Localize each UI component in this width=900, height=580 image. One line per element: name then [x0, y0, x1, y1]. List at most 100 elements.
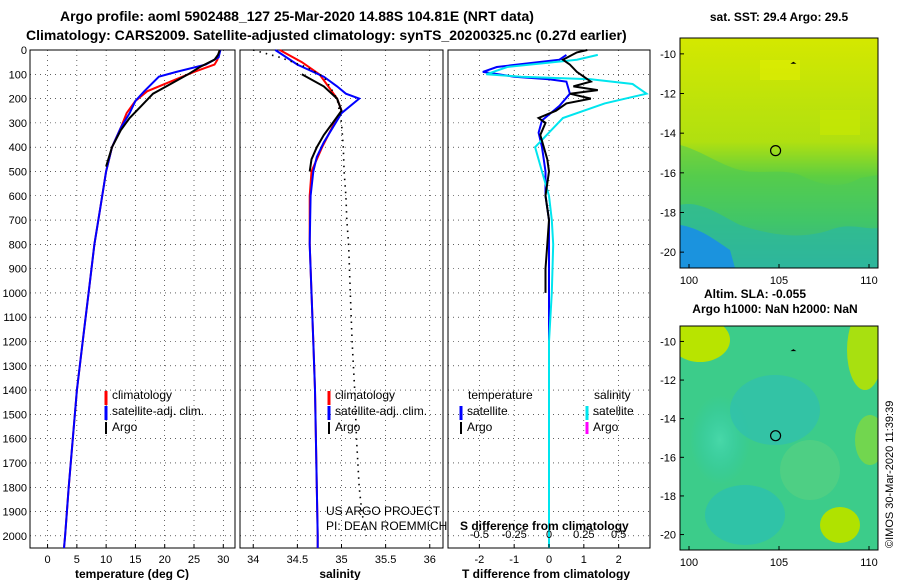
- x2-tick-label: 0: [546, 529, 552, 541]
- pressure-tick-label: 600: [9, 191, 27, 203]
- pressure-tick-label: 100: [9, 69, 27, 81]
- title-line-1: Argo profile: aoml 5902488_127 25-Mar-20…: [60, 8, 534, 24]
- x-tick-label: 0: [45, 554, 51, 566]
- x-tick-label: 25: [188, 554, 200, 566]
- x-tick-label: 30: [217, 554, 229, 566]
- difference-legend: temperature salinity satellite Argo sate…: [459, 388, 634, 434]
- series-line: [105, 49, 221, 167]
- pressure-tick-label: 1200: [3, 337, 27, 349]
- sla-x-ticks: 100 105 110: [680, 546, 878, 569]
- salinity-x-ticks: 34 34.5 35 35.5 36: [247, 544, 436, 566]
- project-annotation: US ARGO PROJECT: [326, 504, 441, 518]
- series-line: [252, 49, 367, 537]
- map-x-tick-label: 105: [770, 275, 788, 287]
- x-tick-label: 0: [546, 554, 552, 566]
- pressure-tick-label: 1600: [3, 434, 27, 446]
- x-tick-label: 10: [100, 554, 112, 566]
- sst-map: sat. SST: 29.4 Argo: 29.5 100 105 110 -10-…: [660, 10, 879, 287]
- pressure-tick-label: 900: [9, 264, 27, 276]
- pressure-tick-label: 1400: [3, 385, 27, 397]
- sla-y-ticks: -10 -12 -14 -16 -18 -20: [660, 336, 684, 542]
- pressure-tick-label: 0: [21, 45, 27, 57]
- pressure-tick-label: 800: [9, 239, 27, 251]
- x-tick-label: 5: [74, 554, 80, 566]
- float-position-marker: [769, 430, 782, 442]
- pressure-tick-label: 400: [9, 142, 27, 154]
- temperature-x-ticks: 0 5 10 15 20 25 30: [45, 544, 229, 566]
- sla-markers: [769, 349, 797, 442]
- difference-x-ticks: -2 -1 0 1 2: [474, 544, 622, 566]
- salinity-series: [252, 49, 367, 548]
- x-tick-label: 20: [159, 554, 171, 566]
- map-x-tick-label: 110: [860, 557, 878, 569]
- track-marker: [790, 61, 797, 64]
- series-line: [485, 53, 649, 548]
- map-y-tick-label: -10: [660, 336, 676, 348]
- pressure-tick-label: 200: [9, 94, 27, 106]
- x2-tick-label: -0.25: [502, 529, 527, 541]
- s-difference-label: S difference from climatology: [460, 519, 629, 533]
- pressure-tick-label: 1000: [3, 288, 27, 300]
- salinity-legend: climatology satellite-adj. clim. Argo: [327, 388, 427, 434]
- map-x-tick-label: 100: [680, 557, 698, 569]
- series-line: [536, 49, 598, 293]
- pressure-tick-label: 1800: [3, 482, 27, 494]
- pressure-tick-label: 1300: [3, 361, 27, 373]
- sla-title-2: Argo h1000: NaN h2000: NaN: [692, 302, 857, 316]
- float-position-marker: [769, 145, 782, 157]
- x2-tick-label: -0.5: [470, 529, 489, 541]
- x-tick-label: 36: [424, 554, 436, 566]
- difference-series: [482, 49, 649, 548]
- map-y-tick-label: -16: [660, 452, 676, 464]
- pressure-tick-label: 2000: [3, 531, 27, 543]
- pressure-tick-label: 300: [9, 118, 27, 130]
- map-y-tick-label: -14: [660, 414, 676, 426]
- map-y-tick-label: -20: [660, 247, 676, 259]
- x-tick-label: 15: [129, 554, 141, 566]
- x2-tick-label: 0.25: [573, 529, 594, 541]
- x-tick-label: 2: [616, 554, 622, 566]
- map-y-tick-label: -20: [660, 530, 676, 542]
- temperature-frame: [29, 49, 236, 549]
- sla-title-1: Altim. SLA: -0.055: [704, 287, 806, 301]
- pressure-tick-label: 700: [9, 215, 27, 227]
- x-tick-label: 1: [581, 554, 587, 566]
- temperature-series: [63, 49, 222, 549]
- sst-y-ticks: -10 -12 -14 -16 -18 -20: [660, 49, 684, 259]
- series-line: [482, 54, 572, 548]
- map-y-tick-label: -12: [660, 89, 676, 101]
- x-tick-label: -1: [509, 554, 519, 566]
- legend-satellite: satellite-adj. clim.: [112, 404, 204, 418]
- map-y-tick-label: -12: [660, 375, 676, 387]
- legend-t-satellite: satellite: [467, 404, 508, 418]
- map-x-tick-label: 100: [680, 275, 698, 287]
- x-tick-label: 35.5: [375, 554, 396, 566]
- legend-argo: Argo: [335, 420, 361, 434]
- pressure-tick-label: 1100: [3, 312, 27, 324]
- pi-annotation: PI: DEAN ROEMMICH: [326, 519, 447, 533]
- map-y-tick-label: -18: [660, 207, 676, 219]
- sla-map: Altim. SLA: -0.055 Argo h1000: NaN h2000…: [660, 287, 879, 569]
- salinity-frame: [239, 49, 444, 549]
- legend-salinity-heading: salinity: [594, 388, 631, 402]
- legend-t-argo: Argo: [467, 420, 493, 434]
- temperature-grid: [30, 49, 235, 548]
- difference-s-ticks: -0.5 -0.25 0 0.25 0.5: [470, 529, 626, 541]
- map-y-tick-label: -18: [660, 491, 676, 503]
- imos-label: ©IMOS 30-Mar-2020 11:39:39: [884, 401, 896, 548]
- pressure-tick-label: 500: [9, 166, 27, 178]
- legend-climatology: climatology: [335, 388, 395, 402]
- series-line: [63, 49, 222, 549]
- salinity-panel: 34 34.5 35 35.5 36 salinity climatology sate…: [239, 49, 447, 580]
- track-marker: [790, 349, 797, 352]
- difference-panel: -2 -1 0 1 2 -0.5 -0.25 0 0.25 0.5 S difference f…: [447, 49, 651, 580]
- t-difference-label: T difference from climatology: [462, 567, 630, 580]
- temperature-xlabel: temperature (deg C): [75, 567, 189, 580]
- legend-s-satellite: satellite: [593, 404, 634, 418]
- legend-s-argo: Argo: [593, 420, 619, 434]
- salinity-grid: [240, 49, 443, 548]
- x-tick-label: -2: [474, 554, 484, 566]
- salinity-xlabel: salinity: [319, 567, 361, 580]
- map-y-tick-label: -14: [660, 128, 676, 140]
